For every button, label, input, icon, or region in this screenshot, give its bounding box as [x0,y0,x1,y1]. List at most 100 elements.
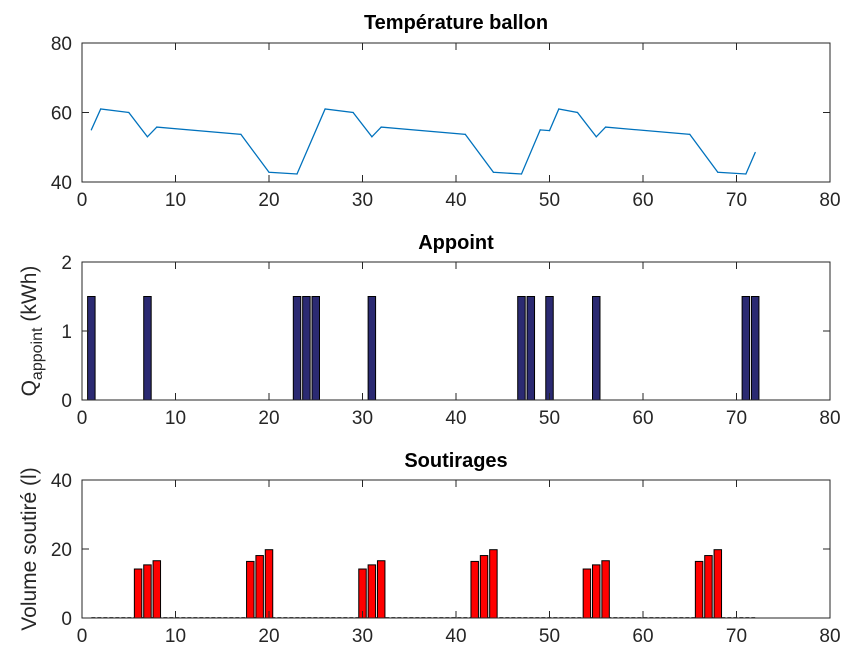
temperature-point [100,108,102,110]
temperature-point [548,129,551,132]
chart-title-appoint: Appoint [418,232,494,254]
soutirage-bar [152,560,162,619]
soutirage-bar [713,549,723,619]
x-tick-label: 80 [819,190,840,211]
x-tick-label: 40 [445,190,466,211]
x-tick-label: 80 [819,408,840,429]
x-tick-label: 70 [726,408,747,429]
x-tick-label: 20 [258,626,279,647]
temperature-point [146,136,149,138]
appoint-bar [741,296,751,401]
temperature-point [595,136,597,138]
appoint-bar [750,296,760,401]
x-tick-label: 40 [445,626,466,647]
y-tick-label: 0 [61,609,72,630]
y-tick-label: 40 [51,471,72,492]
y-axis-label-soutirages: Volume soutiré (l) [18,467,41,630]
x-tick-label: 30 [352,626,373,647]
y-tick-label: 60 [51,104,72,125]
soutirage-bar [376,560,386,619]
appoint-bar [87,296,96,401]
chart-title-temperature: Température ballon [364,12,548,34]
x-tick-label: 60 [632,626,653,647]
x-tick-label: 60 [632,408,653,429]
y-tick-label: 40 [51,173,72,194]
temperature-point [380,126,382,128]
soutirage-bar [255,555,264,619]
soutirage-bar [470,560,479,619]
temperature-point [539,129,541,131]
y-tick-label: 0 [61,391,72,412]
appoint-bar [592,296,601,401]
appoint-bar [545,296,554,401]
temperature-point [296,173,298,175]
panel-temperature: Température ballon 0 10 20 30 40 50 60 70 80 40 60… [51,12,841,211]
x-tick-label: 80 [819,626,840,647]
x-tick-label: 30 [352,190,373,211]
temperature-point [717,171,719,173]
soutirage-bar [489,549,498,619]
temperature-point [605,126,607,128]
appoint-bar [302,296,311,401]
temperature-point [352,111,354,114]
y-tick-label: 2 [61,253,72,274]
temperature-point [156,126,158,128]
y-axis-label-appoint: Qappoint(kWh) [18,266,46,397]
soutirage-bar [694,560,704,619]
temperature-point [464,133,466,135]
appoint-bar [292,296,302,401]
temperature-point [371,136,373,138]
x-tick-label: 50 [539,626,560,647]
x-tick-label: 0 [77,190,88,211]
appoint-bar [143,296,152,401]
appoint-bar [367,296,377,401]
x-tick-label: 10 [165,408,186,429]
soutirage-bar [133,568,143,619]
temperature-point [268,171,270,173]
soutirage-bar [358,568,367,619]
x-tick-label: 20 [258,408,279,429]
temperature-point [492,171,494,173]
y-tick-label: 20 [51,540,72,561]
temperature-point [745,173,747,175]
x-tick-label: 70 [726,190,747,211]
temperature-point [520,173,523,175]
soutirage-bar [367,564,377,619]
temperature-point [689,133,691,135]
x-tick-label: 70 [726,626,747,647]
appoint-bar [311,296,320,401]
soutirage-bar [479,555,489,619]
soutirage-bar [704,555,713,619]
panel-soutirages: Soutirages Volume soutiré (l) 0 10 20 30 40 5… [18,450,841,647]
x-tick-label: 0 [77,408,88,429]
temperature-point [576,111,579,114]
x-tick-label: 10 [165,626,186,647]
appoint-bar [526,296,536,401]
y-tick-label: 80 [51,34,72,55]
temperature-point [240,133,242,135]
x-tick-label: 20 [258,190,279,211]
x-tick-label: 40 [445,408,466,429]
temperature-point [324,108,326,110]
temperature-point [754,151,756,154]
x-tick-label: 10 [165,190,186,211]
x-tick-label: 60 [632,190,653,211]
x-tick-label: 30 [352,408,373,429]
panel-appoint: Appoint Qappoint(kWh) 0 10 20 30 40 50 60 70 80 0… [18,232,841,429]
x-tick-label: 50 [539,190,560,211]
temperature-point [128,111,130,114]
x-tick-label: 50 [539,408,560,429]
appoint-bar [517,296,526,401]
soutirage-bar [582,568,592,619]
chart-title-soutirages: Soutirages [404,450,507,472]
soutirage-bar [601,560,610,619]
temperature-point [558,108,560,110]
soutirage-bar [264,549,274,619]
soutirage-bar [143,564,152,619]
x-tick-label: 0 [77,626,88,647]
soutirage-bar [246,560,255,619]
temperature-point [90,129,92,131]
soutirage-bar [592,564,601,619]
y-tick-label: 1 [61,322,72,343]
